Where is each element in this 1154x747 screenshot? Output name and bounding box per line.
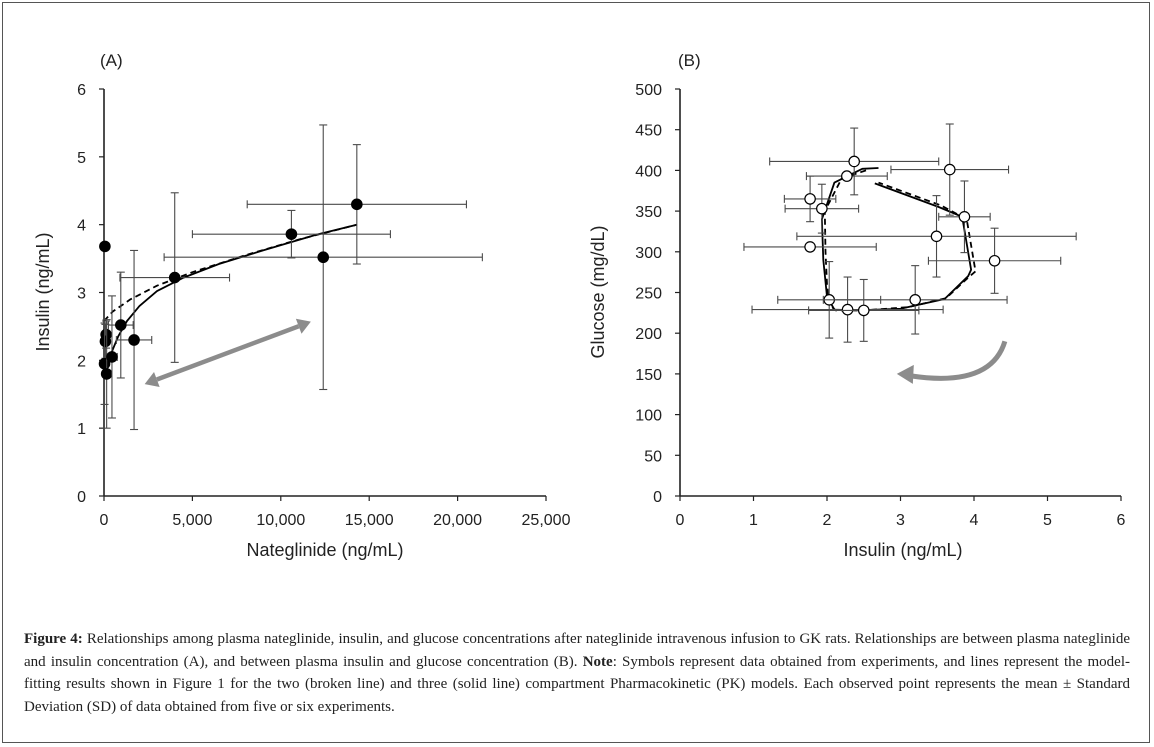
filled-marker: [168, 271, 181, 284]
y-tick-label: 0: [653, 489, 662, 506]
filled-marker: [351, 198, 363, 211]
filled-marker: [100, 368, 113, 380]
open-marker: [857, 304, 870, 317]
x-tick-label: 0: [100, 512, 109, 529]
data-point: [927, 227, 1062, 294]
open-marker: [958, 210, 971, 223]
open-marker: [909, 294, 921, 306]
y-tick-label: 300: [635, 245, 662, 262]
x-tick-label: 5,000: [172, 512, 212, 529]
y-tick-label: 6: [77, 82, 86, 99]
data-point: [119, 192, 231, 363]
y-tick-label: 3: [77, 286, 86, 303]
caption-note-label: Note: [582, 653, 613, 670]
open-marker: [943, 163, 956, 176]
y-tick-label: 1: [77, 421, 86, 438]
open-marker: [804, 241, 816, 253]
data-point: [938, 180, 991, 254]
open-marker: [816, 202, 828, 215]
data-point: [107, 271, 134, 379]
x-tick-label: 5: [1043, 512, 1052, 529]
x-tick-label: 2: [823, 512, 832, 529]
double-arrow-annotation: [144, 318, 311, 387]
y-tick-label: 5: [77, 150, 86, 167]
data-point: [115, 249, 153, 431]
filled-marker: [317, 251, 330, 264]
open-marker: [848, 155, 860, 168]
data-point: [191, 209, 391, 259]
x-tick-label: 10,000: [256, 512, 305, 529]
y-tick-label: 150: [635, 367, 662, 384]
data-point: [99, 240, 111, 253]
filled-marker: [285, 228, 298, 240]
data-point: [796, 195, 1077, 278]
model-line-two-compartment: [103, 223, 358, 322]
filled-marker: [128, 334, 140, 346]
y-axis-title: Insulin (ng/mL): [33, 232, 53, 351]
data-point: [163, 124, 483, 391]
data-point: [99, 323, 112, 359]
y-tick-label: 250: [635, 286, 662, 303]
open-marker: [930, 230, 943, 243]
filled-marker: [99, 240, 111, 253]
arrow-head: [896, 364, 914, 384]
x-tick-label: 15,000: [345, 512, 394, 529]
data-point: [822, 265, 1008, 335]
y-tick-label: 500: [635, 82, 662, 99]
y-tick-label: 350: [635, 204, 662, 221]
data-point: [769, 127, 940, 196]
panel-label: (B): [678, 51, 701, 70]
x-tick-label: 20,000: [433, 512, 482, 529]
data-point: [783, 175, 837, 223]
caption-text-part2: : Symbols represent data obtained from e…: [24, 653, 1130, 715]
curved-arrow-annotation: [896, 340, 1008, 384]
filled-marker: [106, 351, 118, 363]
arrow-shaft: [156, 324, 300, 382]
filled-marker: [99, 335, 112, 348]
panel-label: (A): [100, 51, 123, 70]
data-point: [808, 278, 920, 342]
y-tick-label: 450: [635, 123, 662, 140]
open-marker: [841, 170, 853, 182]
data-point: [743, 241, 877, 253]
open-marker: [804, 193, 816, 205]
arrow-shaft: [910, 340, 1008, 381]
y-tick-label: 4: [77, 218, 86, 235]
data-point: [751, 276, 944, 343]
x-tick-label: 3: [896, 512, 905, 529]
arrow-head: [295, 318, 311, 334]
y-tick-label: 2: [77, 353, 86, 370]
y-tick-label: 400: [635, 163, 662, 180]
chart-panel-b: (B) 0 1 2 3 4 5 6 0 50 100 150 200 250 300 350 400 450 500…: [588, 51, 1126, 560]
figure-caption: Figure 4: Relationships among plasma nat…: [24, 628, 1130, 718]
data-point: [100, 319, 113, 429]
chart-panel-a: (A) 0 5,000 10,000 15,000 20,000 25,000 0 1 2 3 4 5 6…: [33, 51, 571, 560]
y-tick-label: 200: [635, 326, 662, 343]
data-point: [106, 295, 118, 419]
caption-figure-label: Figure 4:: [24, 631, 83, 647]
y-axis-title: Glucose (mg/dL): [588, 225, 608, 358]
data-point: [805, 170, 888, 182]
open-marker: [841, 303, 854, 316]
open-marker: [988, 254, 1001, 267]
x-tick-label: 25,000: [522, 512, 571, 529]
y-tick-label: 50: [644, 448, 662, 465]
x-tick-label: 0: [676, 512, 685, 529]
data-point: [784, 183, 860, 234]
x-tick-label: 4: [970, 512, 979, 529]
filled-marker: [114, 319, 127, 331]
data-point: [890, 123, 1010, 216]
x-axis-title: Nateglinide (ng/mL): [246, 540, 403, 560]
x-tick-label: 6: [1117, 512, 1126, 529]
arrow-head: [144, 372, 160, 387]
y-tick-label: 0: [77, 489, 86, 506]
x-axis-title: Insulin (ng/mL): [843, 540, 962, 560]
y-tick-label: 100: [635, 408, 662, 425]
data-point: [246, 144, 467, 265]
x-tick-label: 1: [749, 512, 758, 529]
caption-text-part1: Relationships among plasma nateglinide, …: [24, 631, 1130, 670]
